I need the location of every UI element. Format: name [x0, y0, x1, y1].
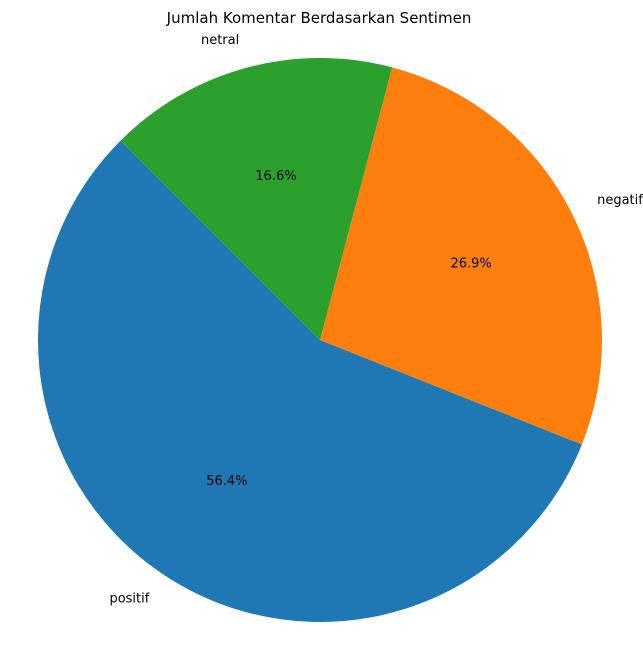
pie-category-label-netral: netral — [201, 33, 239, 48]
pie-category-label-positif: positif — [109, 592, 149, 607]
chart-title: Jumlah Komentar Berdasarkan Sentimen — [166, 9, 472, 27]
pie-percent-label-netral: 16.6% — [255, 169, 296, 184]
pie-category-label-negatif: negatif — [597, 193, 643, 208]
pie-percent-label-positif: 56.4% — [206, 474, 247, 489]
pie-slices — [38, 57, 602, 622]
pie-labels: 56.4% positif 26.9% negatif 16.6% netral — [109, 33, 643, 607]
pie-slice-positif — [38, 140, 582, 622]
pie-slice-negatif — [320, 67, 602, 445]
pie-slice-netral — [120, 57, 393, 340]
pie-percent-label-negatif: 26.9% — [450, 256, 491, 271]
